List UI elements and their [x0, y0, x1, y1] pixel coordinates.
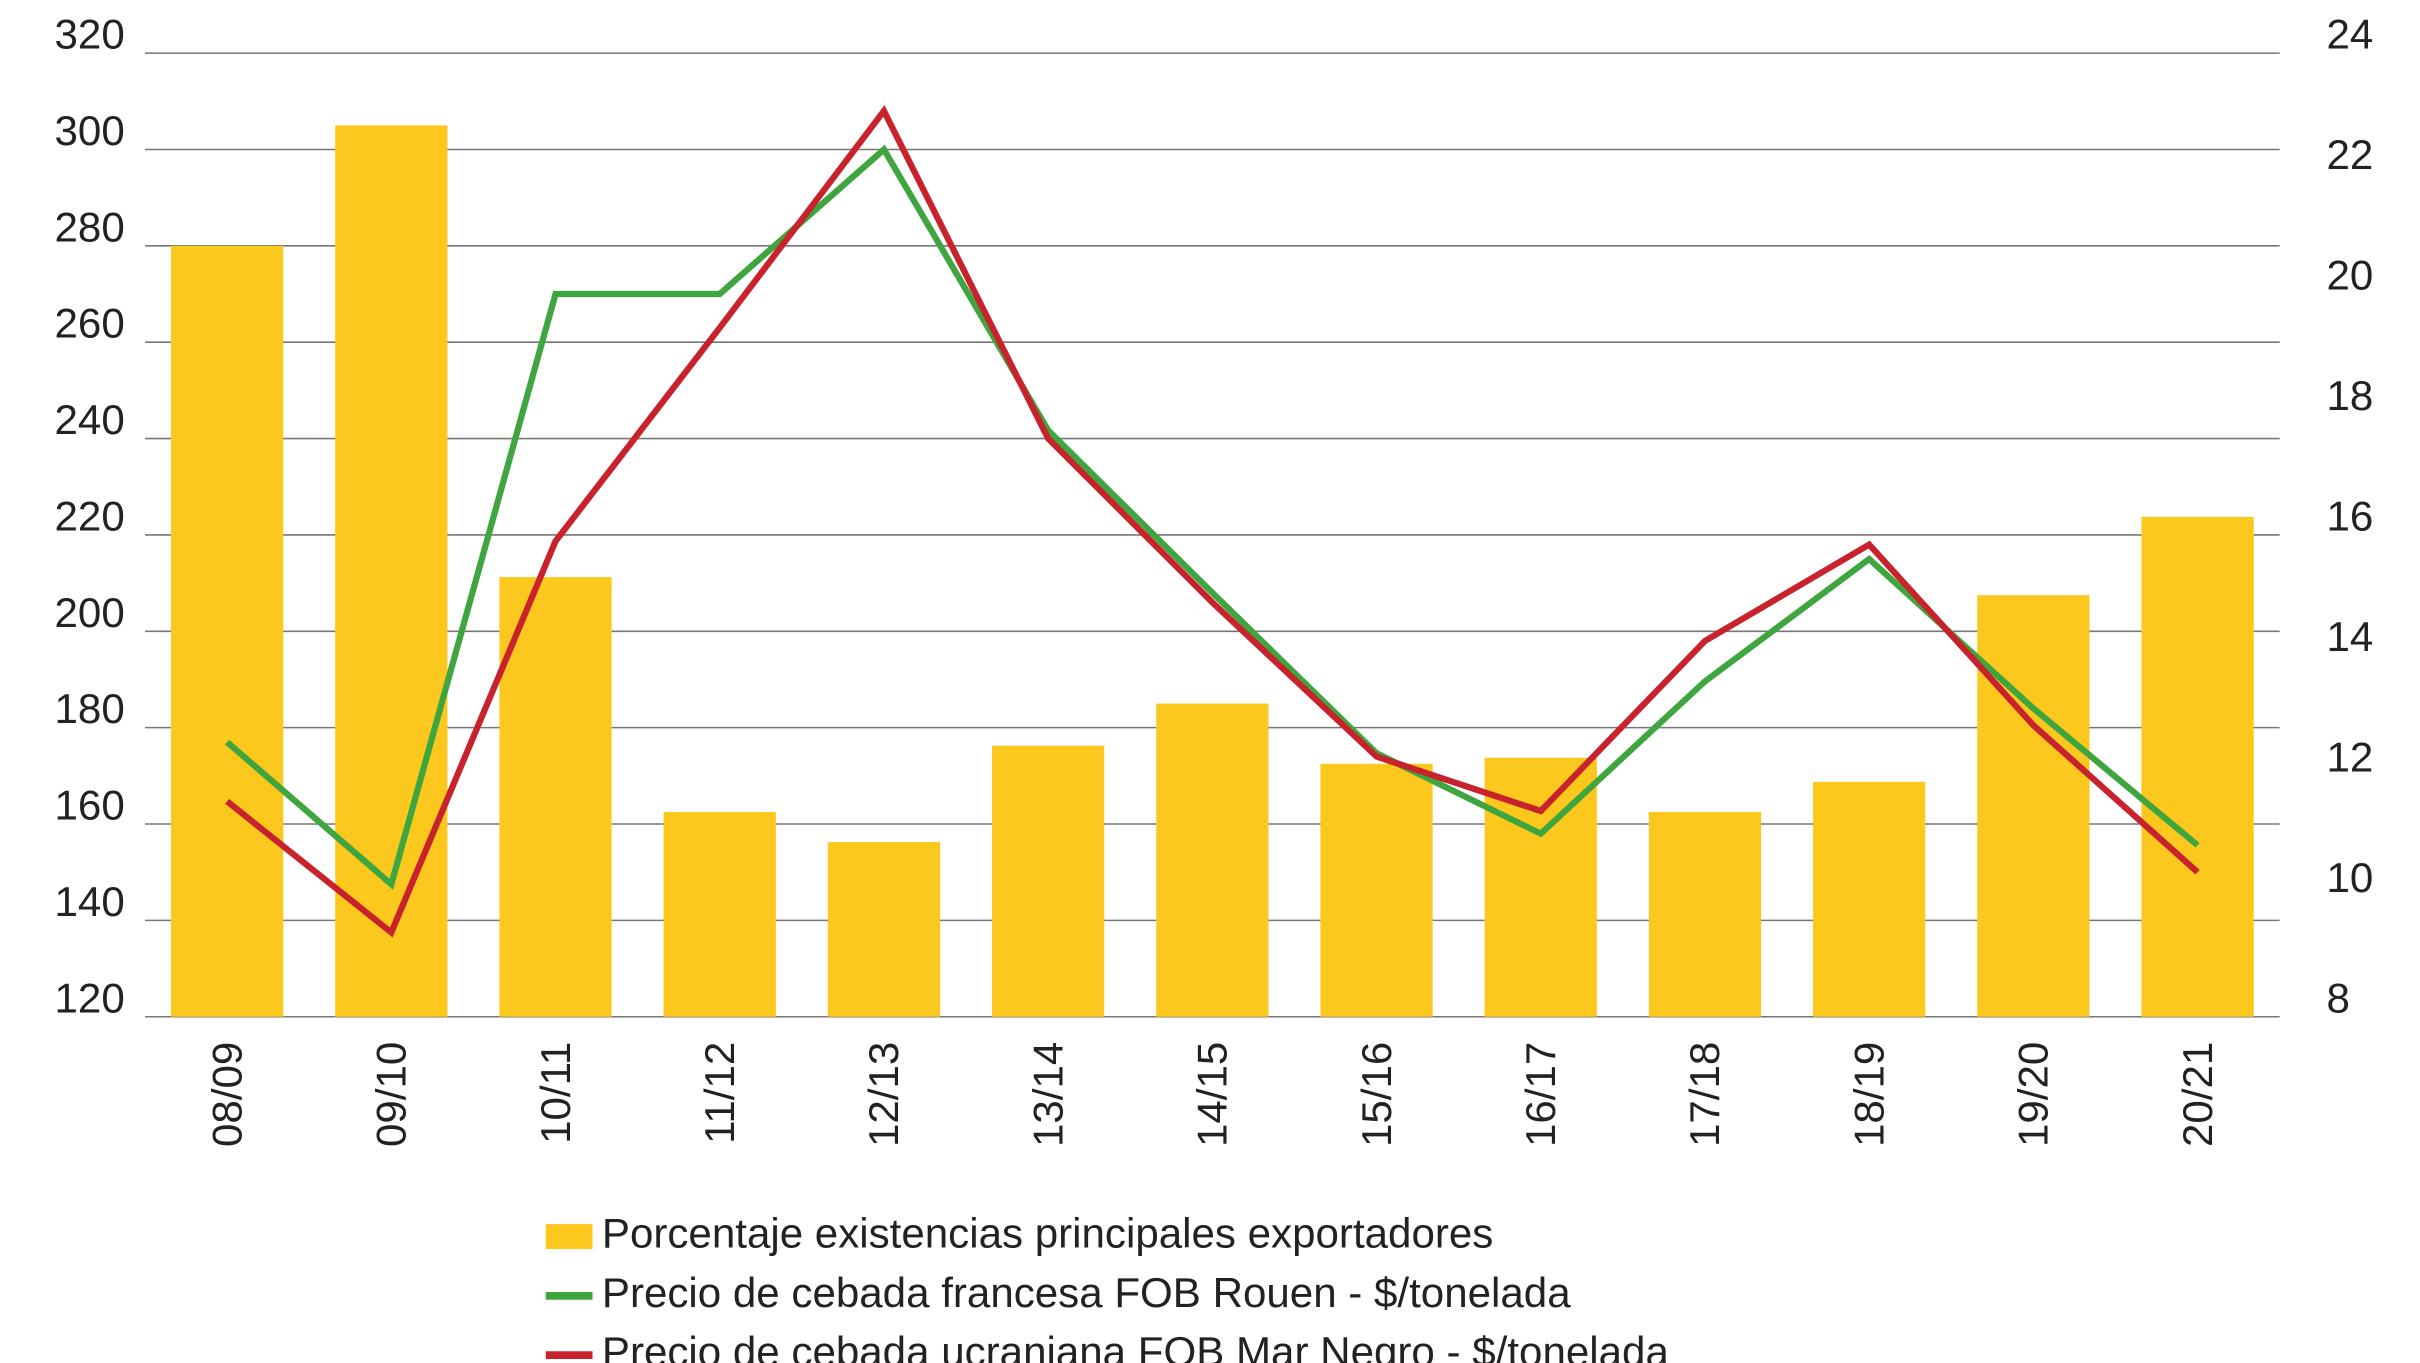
y-tick-label: 200 [55, 589, 125, 636]
y2-tick-label: 16 [2326, 492, 2373, 539]
line [225, 105, 2200, 938]
x-tick-label: 20/21 [2174, 1042, 2221, 1147]
y-tick-label: 320 [55, 11, 125, 58]
x-tick-label: 15/16 [1353, 1042, 1400, 1147]
x-tick-label: 10/11 [532, 1042, 579, 1144]
bar [1320, 763, 1433, 1017]
y2-tick-label: 20 [2326, 252, 2373, 299]
bar [827, 842, 941, 1017]
y2-tick-label: 14 [2326, 613, 2373, 660]
x-tick-label: 12/13 [860, 1042, 907, 1147]
bar [1813, 781, 1926, 1017]
y-tick-label: 260 [55, 300, 125, 347]
bar [663, 811, 776, 1017]
x-tick-label: 11/12 [696, 1042, 743, 1144]
bar [1648, 811, 1762, 1017]
y-tick-label: 280 [55, 203, 125, 250]
legend-label: Precio de cebada francesa FOB Rouen - $/… [602, 1269, 1571, 1316]
y2-tick-label: 12 [2326, 733, 2373, 780]
x-tick-label: 09/10 [368, 1042, 415, 1147]
y-tick-label: 120 [55, 974, 125, 1021]
y-tick-label: 220 [55, 492, 125, 539]
y2-tick-label: 22 [2326, 131, 2373, 178]
y2-tick-label: 8 [2326, 974, 2349, 1021]
y-tick-label: 140 [55, 878, 125, 925]
y2-tick-label: 18 [2326, 372, 2373, 419]
x-tick-label: 19/20 [2010, 1042, 2057, 1147]
bar [1977, 595, 2090, 1017]
legend-label: Porcentaje existencias principales expor… [602, 1210, 1493, 1257]
y2-tick-label: 24 [2326, 11, 2373, 58]
x-tick-label: 13/14 [1024, 1042, 1071, 1147]
legend-label: Precio de cebada ucraniana FOB Mar Negro… [602, 1328, 1670, 1363]
x-tick-label: 14/15 [1189, 1042, 1236, 1147]
y2-tick-label: 10 [2326, 854, 2373, 901]
x-tick-label: 17/18 [1681, 1042, 1728, 1147]
bar [335, 125, 448, 1017]
bar [170, 245, 284, 1017]
y-tick-label: 240 [55, 396, 125, 443]
line [225, 144, 2200, 890]
bar [992, 745, 1105, 1017]
bar [2141, 516, 2254, 1017]
x-tick-label: 08/09 [203, 1042, 250, 1147]
legend-swatch [545, 1224, 593, 1250]
y-tick-label: 180 [55, 685, 125, 732]
y-tick-label: 160 [55, 782, 125, 829]
y-tick-label: 300 [55, 107, 125, 154]
x-tick-label: 18/19 [1845, 1042, 1892, 1147]
x-tick-label: 16/17 [1517, 1042, 1564, 1147]
bar [499, 577, 612, 1017]
bar [1156, 703, 1269, 1017]
